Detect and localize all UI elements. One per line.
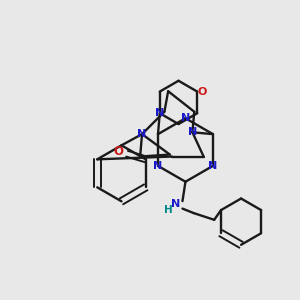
Text: N: N — [153, 161, 163, 171]
Text: N: N — [171, 199, 180, 209]
Text: H: H — [164, 206, 173, 215]
Text: N: N — [188, 127, 197, 137]
Text: O: O — [197, 87, 206, 97]
Text: N: N — [155, 108, 164, 118]
Text: N: N — [137, 129, 147, 139]
Text: N: N — [181, 113, 190, 123]
Text: O: O — [114, 146, 124, 158]
Text: N: N — [208, 161, 218, 171]
